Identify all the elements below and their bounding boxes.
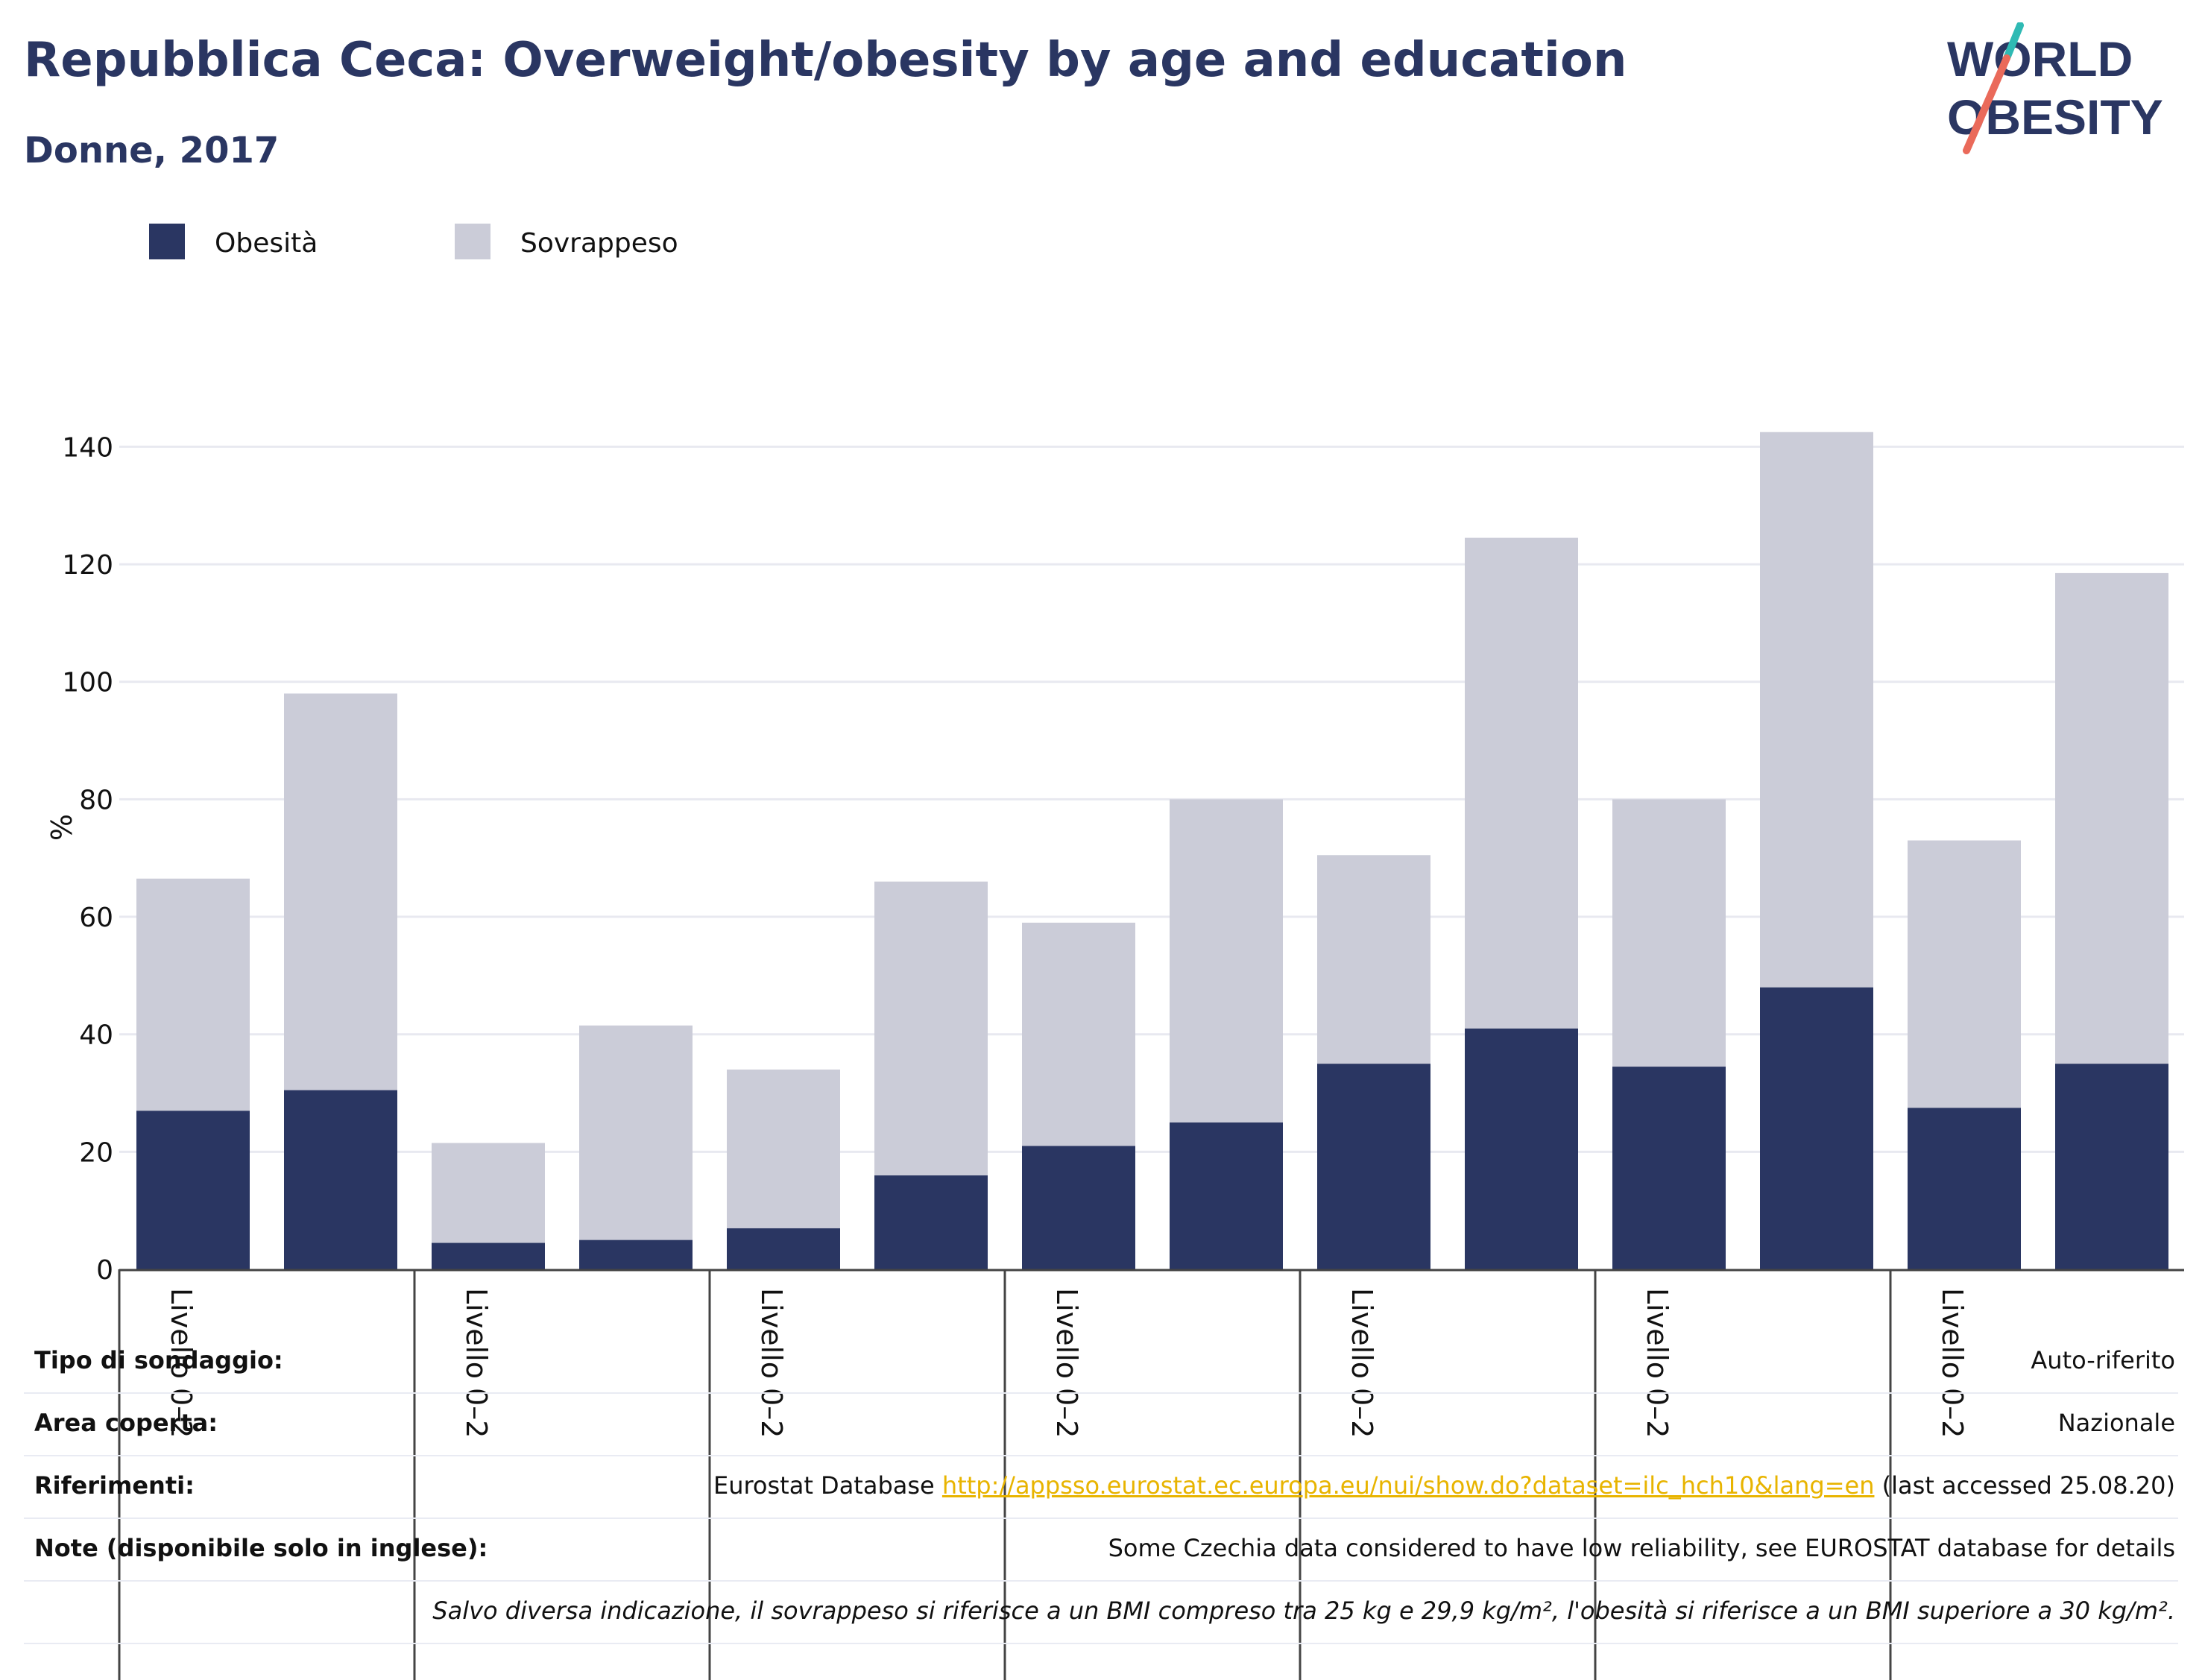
world-obesity-logo: WORLD OBESITY: [1947, 22, 2163, 154]
source-row: Riferimenti: Eurostat Database http://app…: [24, 1456, 2178, 1519]
source-table: Tipo di sondaggio: Auto-riferito Area cope…: [24, 1331, 2178, 1644]
source-link[interactable]: http://appsso.eurostat.ec.europa.eu/nui/…: [941, 1471, 1875, 1500]
bar-obesity-8: [1170, 1122, 1283, 1269]
legend-swatch-overweight: [455, 224, 490, 259]
bar-obesity-6: [874, 1175, 988, 1269]
bar-obesity-10: [1465, 1028, 1578, 1269]
logo-slash-coral: [1963, 54, 2010, 154]
x-category-label: Livello 0–2: [1346, 1288, 1378, 1438]
y-tick-label: 80: [79, 785, 113, 815]
bar-obesity-3: [432, 1242, 545, 1269]
bar-obesity-5: [727, 1228, 840, 1269]
y-tick-label: 140: [62, 432, 113, 463]
bars: [136, 432, 2168, 1269]
source-row: Tipo di sondaggio: Auto-riferito: [24, 1331, 2178, 1394]
legend-label-overweight: Sovrappeso: [520, 228, 678, 259]
chart-subtitle: Donne, 2017: [24, 130, 280, 171]
bar-obesity-12: [1760, 987, 1873, 1269]
logo-line-1: WORLD: [1947, 31, 2133, 86]
bar-overweight-4: [579, 1025, 693, 1240]
legend-label-obesity: Obesità: [215, 228, 318, 259]
bar-overweight-13: [1908, 840, 2021, 1108]
y-tick-label: 20: [79, 1137, 113, 1168]
x-category-label: Livello 0–2: [1936, 1288, 1969, 1438]
source-row-value: Some Czechia data considered to have low…: [1108, 1534, 2175, 1562]
source-row-key: Area coperta:: [34, 1409, 218, 1437]
bar-overweight-7: [1022, 922, 1135, 1146]
bar-overweight-3: [432, 1143, 545, 1243]
logo-slash-teal: [2003, 22, 2024, 62]
bar-overweight-1: [136, 878, 250, 1111]
bar-obesity-13: [1908, 1108, 2021, 1269]
bar-overweight-11: [1612, 799, 1726, 1067]
source-row: Note (disponibile solo in inglese): Some …: [24, 1519, 2178, 1582]
x-category-label: Livello 0–2: [165, 1288, 198, 1438]
bar-overweight-2: [284, 693, 397, 1090]
x-axis: Livello 0–2 Livello 0–2 Livello 0–2 Livello…: [118, 1269, 2184, 1680]
y-axis-ticks: 0 20 40 60 80 100 120 140: [62, 432, 113, 1286]
bar-overweight-10: [1465, 537, 1578, 1029]
source-row-value: Nazionale: [2057, 1409, 2175, 1437]
bar-obesity-9: [1317, 1064, 1430, 1269]
source-row-key: Note (disponibile solo in inglese):: [34, 1534, 488, 1562]
y-tick-label: 0: [96, 1255, 113, 1286]
y-tick-label: 120: [62, 550, 113, 581]
source-row-key: Tipo di sondaggio:: [34, 1346, 283, 1374]
source-row-value: Auto-riferito: [2031, 1346, 2175, 1374]
bar-overweight-14: [2055, 572, 2168, 1064]
bar-overweight-8: [1170, 799, 1283, 1122]
x-category-label: Livello 0–2: [1050, 1288, 1083, 1438]
source-row: Salvo diversa indicazione, il sovrappeso…: [24, 1582, 2178, 1644]
x-category-label: Livello 0–2: [755, 1288, 788, 1438]
x-category-label: Livello 0–2: [1641, 1288, 1674, 1438]
source-row-key: Riferimenti:: [34, 1471, 195, 1500]
y-tick-label: 60: [79, 903, 113, 933]
bar-obesity-14: [2055, 1064, 2168, 1269]
legend: Obesità Sovrappeso: [149, 224, 678, 259]
source-row: Area coperta: Nazionale: [24, 1394, 2178, 1456]
bar-obesity-2: [284, 1090, 397, 1269]
bar-obesity-7: [1022, 1146, 1135, 1269]
legend-swatch-obesity: [149, 224, 185, 259]
bar-obesity-11: [1612, 1067, 1726, 1269]
bar-obesity-1: [136, 1111, 250, 1269]
bar-overweight-6: [874, 881, 988, 1175]
bar-overweight-12: [1760, 432, 1873, 988]
y-tick-label: 40: [79, 1020, 113, 1051]
grid-lines: [119, 445, 2184, 1153]
x-category-label: Livello 0–2: [460, 1288, 493, 1438]
bar-overweight-9: [1317, 855, 1430, 1064]
bar-overweight-5: [727, 1069, 840, 1228]
y-axis-label: %: [44, 814, 77, 841]
source-row-value: Salvo diversa indicazione, il sovrappeso…: [432, 1597, 2175, 1625]
chart-title: Repubblica Ceca: Overweight/obesity by a…: [24, 33, 1627, 88]
source-row-value: Eurostat Database http://appsso.eurostat…: [713, 1471, 2175, 1500]
y-tick-label: 100: [62, 668, 113, 698]
bar-obesity-4: [579, 1240, 693, 1269]
